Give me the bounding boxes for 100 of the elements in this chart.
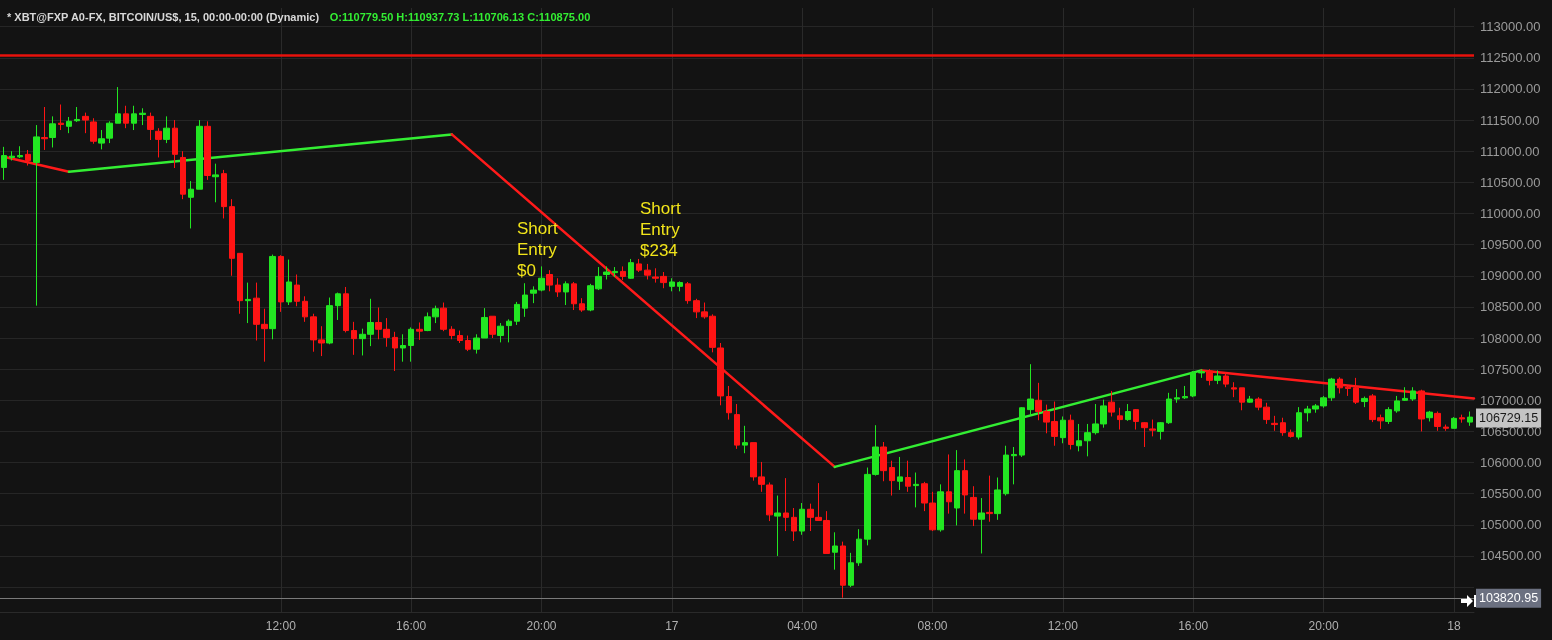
candlestick [123,105,129,129]
candlestick [1076,423,1082,452]
y-tick-label: 106000.00 [1480,455,1542,471]
candlestick [237,252,243,315]
candlestick [1288,429,1294,439]
annotation: Short Entry $234 [640,199,681,260]
candlestick [416,321,423,341]
candlestick [1337,376,1343,394]
candlestick [212,163,219,203]
candlestick [131,105,137,131]
candlestick [1141,421,1148,448]
candlestick [457,330,463,344]
candlestick [294,274,300,307]
text: 106729.15 [1479,411,1539,425]
candlestick [579,297,585,313]
x-tick-label: 16:00 [396,619,427,633]
y-tick-label: 109000.00 [1480,268,1542,284]
candlestick [269,254,276,340]
candlestick [204,120,211,181]
x-tick-label: 20:00 [1308,619,1339,633]
candlestick [994,477,1001,521]
candlestick [1108,390,1115,417]
candlestick [628,258,634,280]
candlestick [1345,385,1351,397]
candlestick [449,325,455,340]
candlestick [1459,414,1465,424]
candlestick [783,477,789,532]
candlestick [978,497,985,554]
candlestick [1451,416,1457,429]
y-tick-label: 104500.00 [1480,548,1542,564]
candlestick [603,265,610,280]
candlestick [497,322,504,343]
candlestick [66,116,72,134]
candlestick [1068,414,1074,450]
candlestick [970,485,977,527]
candlestick [677,280,683,292]
candlestick [880,441,887,482]
candlestick [685,281,691,305]
candlestick [1280,417,1286,437]
candlestick [571,281,577,311]
candlestick [1443,424,1449,432]
ref-line-label: 103820.95 [1479,591,1539,606]
y-tick-label: 110500.00 [1480,174,1541,190]
candlestick [9,150,15,162]
x-tick-label: 08:00 [917,619,948,633]
x-tick-label: 16:00 [1178,619,1209,633]
candlestick [644,263,651,280]
candlestick [278,254,284,313]
candlestick [1361,396,1368,408]
candlestick [1003,445,1009,497]
candlestick [514,301,520,326]
candlestick [326,297,333,345]
y-tick-label: 112000.00 [1480,81,1541,97]
candlestick [58,104,64,131]
candlestick [163,115,170,144]
candlestick [726,385,732,421]
candlestick [351,321,357,356]
candlestick [669,277,675,292]
candlestick [937,483,944,533]
candlestick [1231,381,1237,398]
y-tick-label: 106500.00 [1480,423,1542,439]
y-tick-label: 108500.00 [1480,299,1542,315]
x-tick-label: 18 [1447,619,1461,633]
candlestick [335,292,341,321]
candlestick [734,403,740,450]
candlestick [221,169,227,219]
candlestick [90,117,97,145]
candlestick [41,106,48,151]
candlestick [196,119,203,190]
candlestick [1125,403,1131,422]
candlestick [1117,407,1123,431]
candlestick [245,282,251,324]
candlestick [774,495,781,557]
candlestick [82,112,89,134]
candlestick [408,326,414,363]
y-tick-label: 107500.00 [1480,361,1542,377]
y-tick-label: 105000.00 [1480,517,1542,533]
candlestick [465,335,471,352]
y-tick-label: 112500.00 [1480,50,1541,66]
y-tick-label: 111500.00 [1480,112,1540,128]
candlestick [1467,411,1473,427]
x-tick-label: 12:00 [1047,619,1079,633]
candlestick [1214,369,1221,385]
candlestick [155,127,162,158]
candlestick [946,453,952,515]
candlestick [506,318,512,343]
x-tick-label: 04:00 [787,619,818,633]
x-tick-label: 17 [665,619,679,633]
x-tick-label: 20:00 [526,619,557,633]
candlestick [1402,386,1408,402]
candlestick [286,259,292,306]
candlestick [1011,446,1017,485]
candlestick [832,531,838,571]
candlestick [49,115,56,148]
chart-title: * XBT@FXP A0-FX, BITCOIN/US$, 15, 00:00-00:00 (Dynamic) [7,11,320,23]
candlestick [1,146,7,181]
candlestick [115,86,121,124]
candlestick [1182,385,1188,400]
chart-subtitle: O:110779.50 H:110937.73 L:110706.13 C:110875.00 [329,11,591,23]
candlestick [172,119,178,169]
